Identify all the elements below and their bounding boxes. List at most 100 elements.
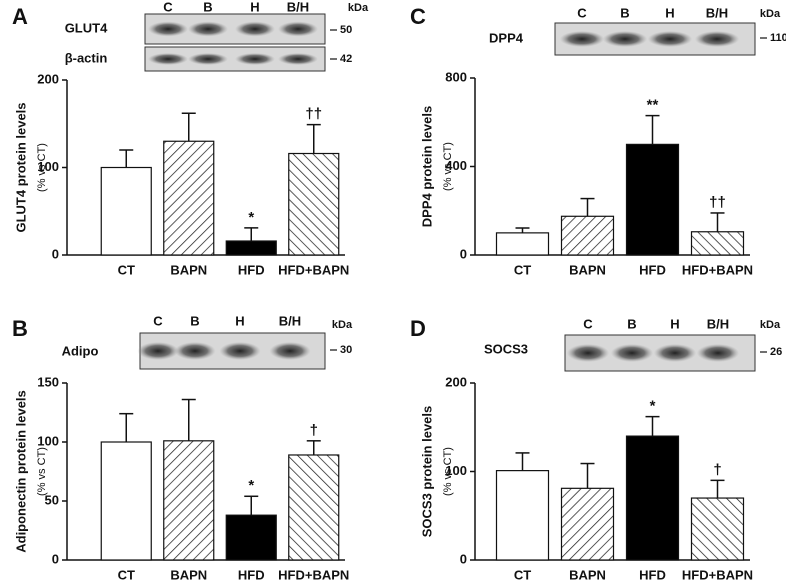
x-tick-label: HFD xyxy=(639,262,666,277)
blot-band xyxy=(148,21,188,37)
y-tick-label: 0 xyxy=(460,246,467,261)
bar xyxy=(625,143,680,256)
significance-label: * xyxy=(248,477,254,494)
panel-letter: D xyxy=(410,316,426,341)
x-tick-label: BAPN xyxy=(170,262,207,277)
blot-band xyxy=(174,342,216,360)
bar xyxy=(560,215,615,256)
x-tick-label: BAPN xyxy=(170,567,207,582)
blot-band xyxy=(219,342,261,360)
y-tick-label: 200 xyxy=(37,71,59,86)
y-axis-label: DPP4 protein levels xyxy=(419,106,434,227)
blot-band xyxy=(278,53,318,65)
bar xyxy=(288,454,340,561)
y-axis-sublabel: (% vs CT) xyxy=(36,447,48,496)
protein-label: Adipo xyxy=(62,343,99,358)
kda-marker: 110 xyxy=(770,32,786,44)
y-tick-label: 800 xyxy=(445,69,467,84)
blot-band xyxy=(235,21,275,37)
lane-label: C xyxy=(163,0,173,14)
lane-label: C xyxy=(583,316,593,331)
blot-band xyxy=(653,344,697,362)
x-tick-label: HFD+BAPN xyxy=(278,262,349,277)
blot-band xyxy=(694,31,740,47)
bar xyxy=(100,441,152,561)
blot-band xyxy=(559,31,605,47)
lane-label: B xyxy=(620,5,629,20)
lane-label: B xyxy=(627,316,636,331)
lane-label: C xyxy=(577,5,587,20)
bar xyxy=(163,440,215,561)
lane-label: B xyxy=(190,313,199,328)
y-tick-label: 100 xyxy=(445,463,467,478)
x-tick-label: BAPN xyxy=(569,567,606,582)
x-tick-label: HFD xyxy=(238,567,265,582)
x-tick-label: CT xyxy=(118,262,135,277)
x-tick-label: CT xyxy=(514,567,531,582)
y-tick-label: 100 xyxy=(37,433,59,448)
kda-marker: 50 xyxy=(340,24,352,36)
significance-label: * xyxy=(650,398,656,415)
y-tick-label: 400 xyxy=(445,158,467,173)
lane-label: H xyxy=(235,313,244,328)
significance-label: † xyxy=(310,422,318,439)
lane-label: H xyxy=(250,0,259,14)
y-tick-label: 200 xyxy=(445,374,467,389)
panel-letter: B xyxy=(12,316,28,341)
kda-label: kDa xyxy=(760,8,781,20)
blot-band xyxy=(278,21,318,37)
y-tick-label: 50 xyxy=(45,492,59,507)
x-tick-label: HFD+BAPN xyxy=(682,262,753,277)
significance-label: †† xyxy=(305,106,322,123)
blot-band xyxy=(696,344,740,362)
significance-label: ** xyxy=(647,97,659,114)
lane-label: B/H xyxy=(706,5,728,20)
protein-label: β-actin xyxy=(65,50,108,65)
blot-band xyxy=(647,31,693,47)
bar xyxy=(690,231,745,256)
kda-label: kDa xyxy=(332,319,353,331)
lane-label: B/H xyxy=(287,0,309,14)
significance-label: †† xyxy=(709,194,726,211)
bar xyxy=(225,240,277,256)
y-axis-sublabel: (% vs CT) xyxy=(442,142,454,191)
lane-label: B/H xyxy=(279,313,301,328)
lane-label: H xyxy=(665,5,674,20)
panel-letter: C xyxy=(410,4,426,29)
x-tick-label: HFD+BAPN xyxy=(682,567,753,582)
blot-band xyxy=(148,53,188,65)
kda-marker: 42 xyxy=(340,53,352,65)
bar xyxy=(288,152,340,256)
kda-label: kDa xyxy=(348,2,369,14)
x-tick-label: HFD xyxy=(238,262,265,277)
y-tick-label: 0 xyxy=(52,246,59,261)
bar xyxy=(625,435,680,561)
bar xyxy=(225,514,277,561)
lane-label: B xyxy=(203,0,212,14)
lane-label: H xyxy=(670,316,679,331)
panel-letter: A xyxy=(12,4,28,29)
x-tick-label: HFD+BAPN xyxy=(278,567,349,582)
y-tick-label: 150 xyxy=(37,374,59,389)
x-tick-label: CT xyxy=(118,567,135,582)
kda-marker: 26 xyxy=(770,346,782,358)
lane-label: C xyxy=(153,313,163,328)
y-tick-label: 0 xyxy=(52,551,59,566)
x-tick-label: HFD xyxy=(639,567,666,582)
blot-band xyxy=(566,344,610,362)
blot-band xyxy=(269,342,311,360)
y-axis-sublabel: (% vs CT) xyxy=(36,143,48,192)
bar xyxy=(163,140,215,256)
bar xyxy=(560,487,615,561)
blot-band xyxy=(610,344,654,362)
protein-label: SOCS3 xyxy=(484,341,528,356)
bar xyxy=(690,497,745,561)
blot-band xyxy=(188,21,228,37)
y-axis-label: GLUT4 protein levels xyxy=(13,102,28,232)
y-axis-label: Adiponectin protein levels xyxy=(13,390,28,553)
lane-label: B/H xyxy=(707,316,729,331)
blot-band xyxy=(602,31,648,47)
bar xyxy=(100,166,152,256)
bar xyxy=(495,470,550,561)
